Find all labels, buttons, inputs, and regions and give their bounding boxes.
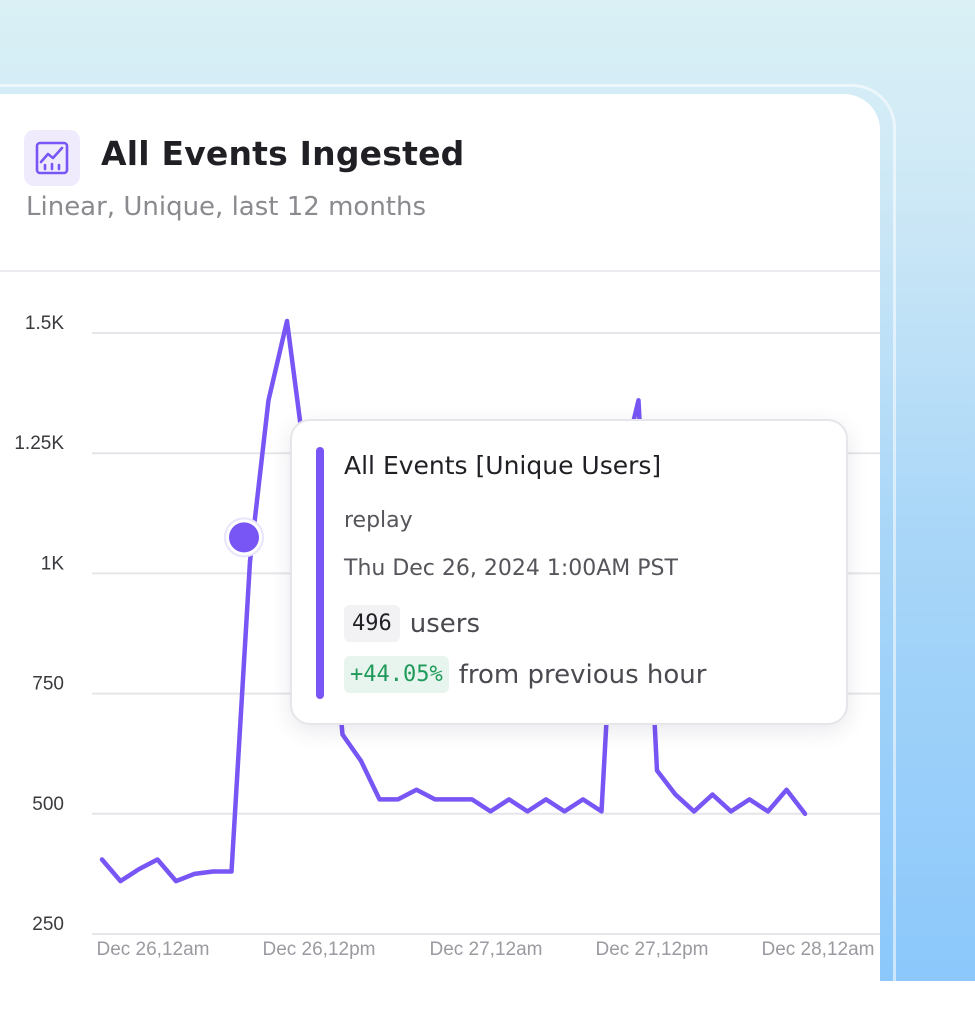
- tooltip-event-name: replay: [344, 508, 413, 533]
- x-tick-label: Dec 26,12pm: [262, 939, 375, 960]
- chart-title: All Events Ingested: [101, 134, 465, 173]
- y-tick-label: 750: [32, 674, 64, 695]
- tooltip-change-badge: +44.05%: [344, 656, 449, 693]
- y-tick-label: 1K: [41, 553, 65, 574]
- tooltip-series-name: All Events [Unique Users]: [344, 451, 662, 480]
- tooltip-series-color-bar: [316, 447, 324, 699]
- x-tick-label: Dec 26,12am: [96, 939, 209, 960]
- x-tick-label: Dec 28,12am: [761, 939, 874, 960]
- y-tick-label: 250: [32, 914, 64, 935]
- tooltip-change-text: from previous hour: [458, 659, 707, 690]
- series-line: [99, 318, 808, 884]
- y-tick-label: 500: [32, 794, 64, 815]
- tooltip-count: 496: [344, 605, 400, 642]
- y-tick-label: 1.25K: [14, 433, 64, 454]
- tooltip-change-row: +44.05% from previous hour: [344, 656, 706, 693]
- chart-subtitle: Linear, Unique, last 12 months: [26, 192, 427, 222]
- x-tick-label: Dec 27,12pm: [595, 939, 708, 960]
- y-tick-label: 1.5K: [25, 313, 64, 334]
- tooltip-users-row: 496 users: [344, 605, 480, 642]
- data-tooltip: All Events [Unique Users] replay Thu Dec…: [290, 419, 848, 725]
- series-group: [99, 318, 808, 884]
- highlight-point: [229, 522, 259, 553]
- tooltip-date: Thu Dec 26, 2024 1:00AM PST: [344, 556, 678, 581]
- tooltip-unit: users: [409, 608, 481, 639]
- card-header: All Events Ingested Linear, Unique, last…: [0, 94, 880, 272]
- line-chart-icon: [24, 130, 80, 186]
- x-tick-label: Dec 27,12am: [429, 939, 542, 960]
